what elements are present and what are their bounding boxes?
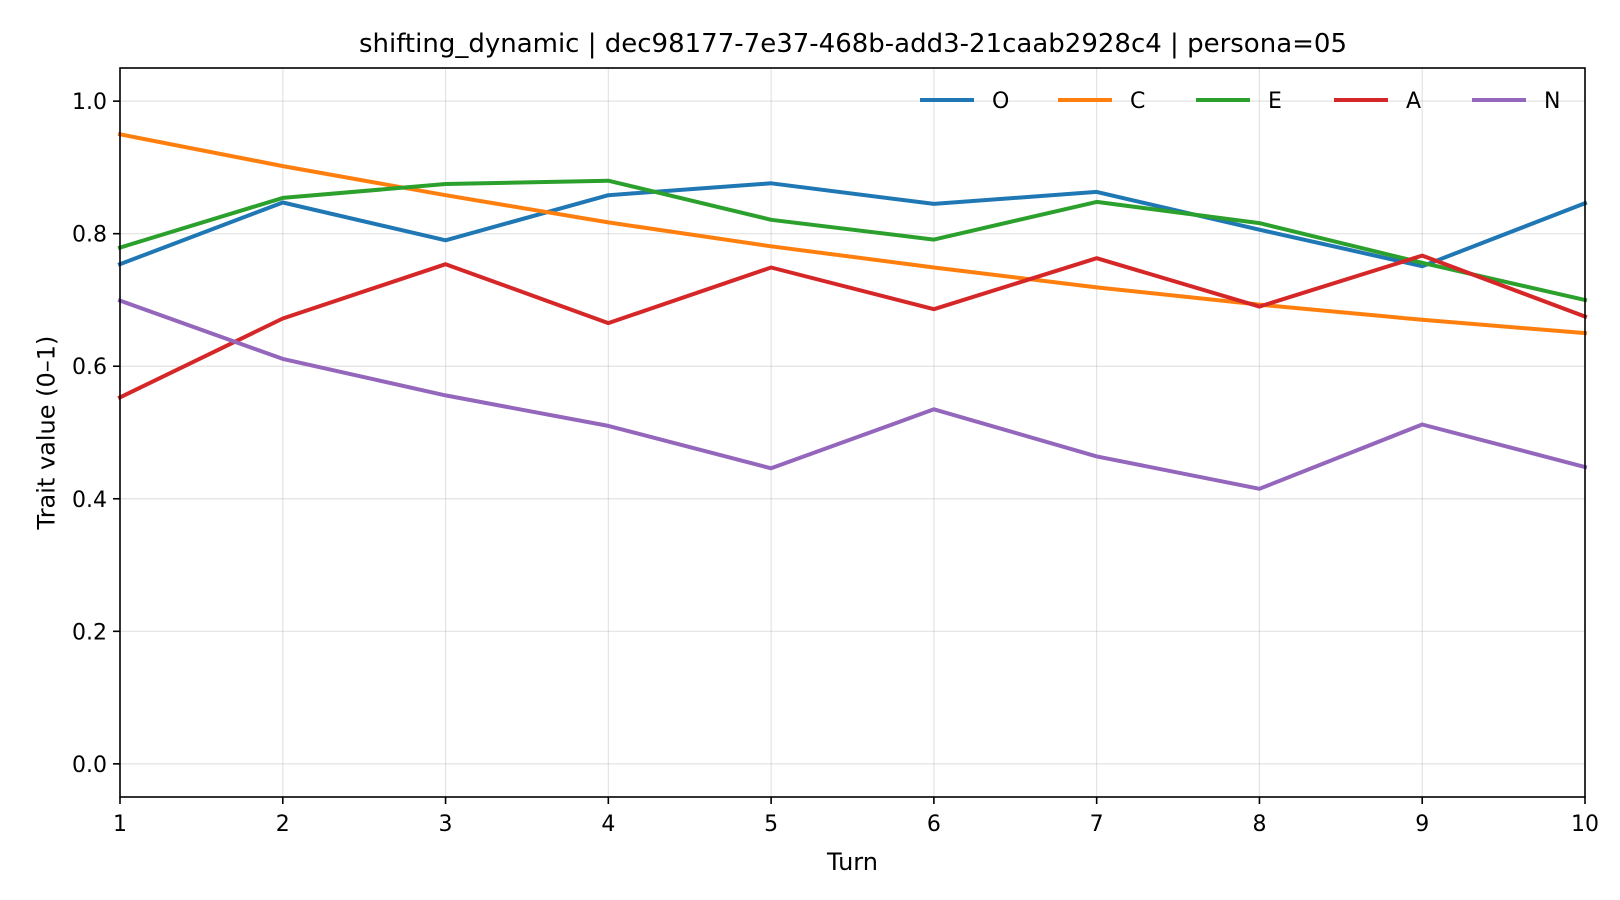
- x-axis-label: Turn: [826, 848, 878, 876]
- legend-item-a: A: [1334, 89, 1421, 114]
- x-tick-label: 10: [1571, 812, 1599, 837]
- series-line-c: [117, 131, 1588, 336]
- x-tick-label: 2: [276, 812, 290, 837]
- legend-label: E: [1268, 89, 1282, 114]
- legend-label: O: [992, 89, 1009, 114]
- legend-item-o: O: [920, 89, 1009, 114]
- series-line-n: [117, 298, 1588, 491]
- series-lines: [117, 131, 1588, 491]
- legend-item-e: E: [1196, 89, 1282, 114]
- y-axis: 0.0 0.2 0.4 0.6 0.8 1.0: [72, 90, 120, 778]
- y-tick-label: 0.2: [72, 620, 107, 645]
- y-tick-label: 0.0: [72, 753, 107, 778]
- legend-label: N: [1544, 89, 1560, 114]
- x-tick-label: 5: [764, 812, 778, 837]
- legend-label: C: [1130, 89, 1145, 114]
- x-tick-label: 4: [601, 812, 615, 837]
- y-tick-label: 0.8: [72, 223, 107, 248]
- grid: [119, 68, 1586, 797]
- series-line-e: [117, 178, 1588, 303]
- legend-item-n: N: [1472, 89, 1560, 114]
- x-tick-label: 6: [927, 812, 941, 837]
- series-line-a: [117, 253, 1588, 401]
- x-tick-label: 7: [1090, 812, 1104, 837]
- y-tick-label: 1.0: [72, 90, 107, 115]
- y-tick-label: 0.6: [72, 355, 107, 380]
- y-axis-label: Trait value (0–1): [32, 336, 60, 531]
- x-tick-label: 8: [1252, 812, 1266, 837]
- x-tick-label: 1: [113, 812, 127, 837]
- plot-frame: [119, 67, 1586, 798]
- chart-title: shifting_dynamic | dec98177-7e37-468b-ad…: [359, 29, 1347, 59]
- series-line-o: [117, 181, 1588, 269]
- legend-item-c: C: [1058, 89, 1145, 114]
- x-tick-label: 9: [1415, 812, 1429, 837]
- x-tick-label: 3: [439, 812, 453, 837]
- y-tick-label: 0.4: [72, 488, 107, 513]
- legend-label: A: [1406, 89, 1421, 114]
- x-axis: 1 2 3 4 5 6 7 8 9 10: [113, 797, 1599, 837]
